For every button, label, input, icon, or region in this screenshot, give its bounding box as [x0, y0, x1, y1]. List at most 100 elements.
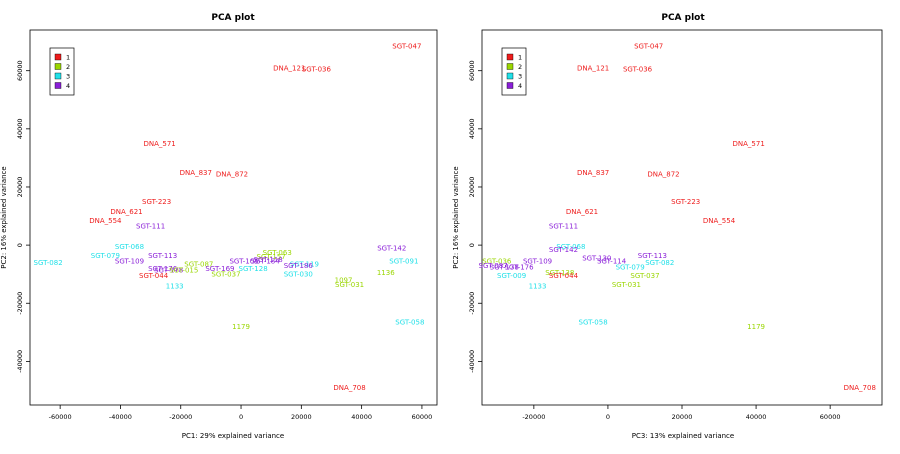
data-point-label: SGT-015: [169, 266, 198, 274]
data-point-label: SGT-138: [545, 269, 574, 277]
data-point-label: SGT-223: [142, 198, 171, 206]
data-point-label: SGT-068: [115, 243, 144, 251]
data-point-label: SGT-186: [284, 262, 314, 270]
legend: 12 34: [501, 47, 527, 96]
legend: 12 34: [49, 47, 75, 96]
x-tick-label: 0: [239, 413, 243, 421]
data-point-label: SGT-047: [392, 42, 421, 50]
data-point-label: SGT-105: [229, 258, 258, 266]
legend-label-3: 3: [66, 73, 70, 81]
data-point-label: SGT-128: [239, 265, 268, 273]
data-point-label: SGT-113: [638, 252, 667, 260]
data-point-label: SGT-058: [579, 319, 608, 327]
x-axis-label: PC3: 13% explained variance: [632, 432, 734, 440]
data-point-label: SGT-063: [263, 249, 292, 257]
data-point-label: SGT-111: [136, 223, 165, 231]
x-tick-label: 20000: [291, 413, 312, 421]
data-point-label: SGT-178: [154, 266, 183, 274]
x-tick-label: 40000: [746, 413, 767, 421]
y-tick-label: -20000: [468, 292, 476, 315]
chart-title: PCA plot: [661, 13, 705, 23]
data-point-label: SGT-157: [257, 253, 286, 261]
data-point-label: SGT-142: [377, 245, 406, 253]
data-point-label: SGT-184: [251, 258, 281, 266]
x-tick-label: -40000: [109, 413, 132, 421]
data-point-label: SGT-178: [490, 263, 519, 271]
legend-label-4: 4: [518, 82, 522, 90]
x-tick-label: 40000: [351, 413, 372, 421]
data-point-label: DNA_872: [216, 170, 248, 178]
legend-box: [501, 47, 527, 96]
data-point-label: DNA_554: [703, 217, 736, 225]
y-tick-label: -40000: [16, 350, 24, 373]
data-point-label: DNA_872: [647, 170, 679, 178]
data-point-label: SGT-031: [335, 281, 364, 289]
data-point-label: SGT-109: [523, 258, 552, 266]
data-point-label: SGT-058: [395, 319, 424, 327]
data-point-label: SGT-036: [623, 66, 653, 74]
data-point-label: DNA_621: [110, 208, 142, 216]
data-point-label: SGT-079: [616, 263, 645, 271]
data-point-label: DNA_837: [180, 169, 212, 177]
data-point-label: SGT-036: [302, 66, 332, 74]
data-point-label: SGT-036: [482, 258, 512, 266]
legend-swatch-4: [54, 82, 62, 89]
data-point-label: 1133: [529, 282, 547, 290]
pca-plot-right: PCA plot -20000 0 20000 40000 60000 -40000 -200…: [452, 13, 883, 440]
data-point-label: SGT-082: [34, 259, 63, 267]
data-point-label: DNA_121: [273, 64, 305, 72]
data-point-label: DNA_554: [89, 217, 122, 225]
x-tick-label: -20000: [522, 413, 545, 421]
legend-swatch-2: [54, 63, 62, 70]
data-point-label: SGT-111: [549, 223, 578, 231]
x-tick-label: 0: [606, 413, 610, 421]
data-point-label: DNA_571: [143, 140, 175, 148]
data-point-label: SGT-109: [115, 258, 144, 266]
data-point-label: SGT-068: [556, 243, 585, 251]
y-tick-label: 60000: [16, 60, 24, 81]
legend-label-2: 2: [518, 63, 522, 71]
data-point-label: SGT-130: [582, 255, 611, 263]
legend-swatch-1: [54, 53, 62, 61]
data-point-label: SGT-009: [497, 272, 526, 280]
data-point-label: SGT-223: [671, 198, 700, 206]
data-point-label: SGT-037: [630, 272, 659, 280]
data-point-label: SGT-119: [290, 261, 319, 269]
data-point-label: SGT-037: [211, 271, 240, 279]
legend-swatch-2: [506, 63, 514, 70]
data-point-label: SGT-176: [148, 265, 178, 273]
plot-frame: [481, 29, 883, 406]
data-point-label: SGT-114: [597, 258, 627, 266]
data-point-label: DNA_621: [566, 208, 598, 216]
data-point-label: 1133: [166, 282, 184, 290]
legend-swatch-4: [506, 82, 514, 89]
data-point-label: SGT-031: [612, 281, 641, 289]
legend-box: [49, 47, 75, 96]
legend-label-1: 1: [518, 54, 522, 62]
y-tick-label: -40000: [468, 350, 476, 373]
y-tick-label: 40000: [468, 118, 476, 139]
legend-swatch-1: [506, 53, 514, 61]
data-point-label: SGT-169: [205, 265, 234, 273]
legend-swatch-3: [54, 72, 62, 80]
data-point-label: SGT-113: [148, 252, 177, 260]
data-point-label: SGT-079: [91, 252, 120, 260]
legend-label-3: 3: [518, 73, 522, 81]
legend-label-2: 2: [66, 63, 70, 71]
data-point-label: 1136: [377, 269, 395, 277]
data-point-label: SGT-087: [479, 262, 508, 270]
chart-title: PCA plot: [211, 13, 255, 23]
data-point-label: DNA_121: [577, 64, 609, 72]
y-tick-label: 60000: [468, 60, 476, 81]
data-point-label: SGT-044: [139, 272, 169, 280]
x-tick-label: 20000: [672, 413, 693, 421]
data-point-label: 1097: [335, 277, 353, 285]
data-point-label: DNA_571: [733, 140, 765, 148]
data-point-label: SGT-087: [184, 261, 213, 269]
y-tick-label: 20000: [468, 177, 476, 198]
x-tick-label: -20000: [169, 413, 192, 421]
data-point-label: SGT-047: [634, 42, 663, 50]
data-point-label: DNA_837: [577, 169, 609, 177]
